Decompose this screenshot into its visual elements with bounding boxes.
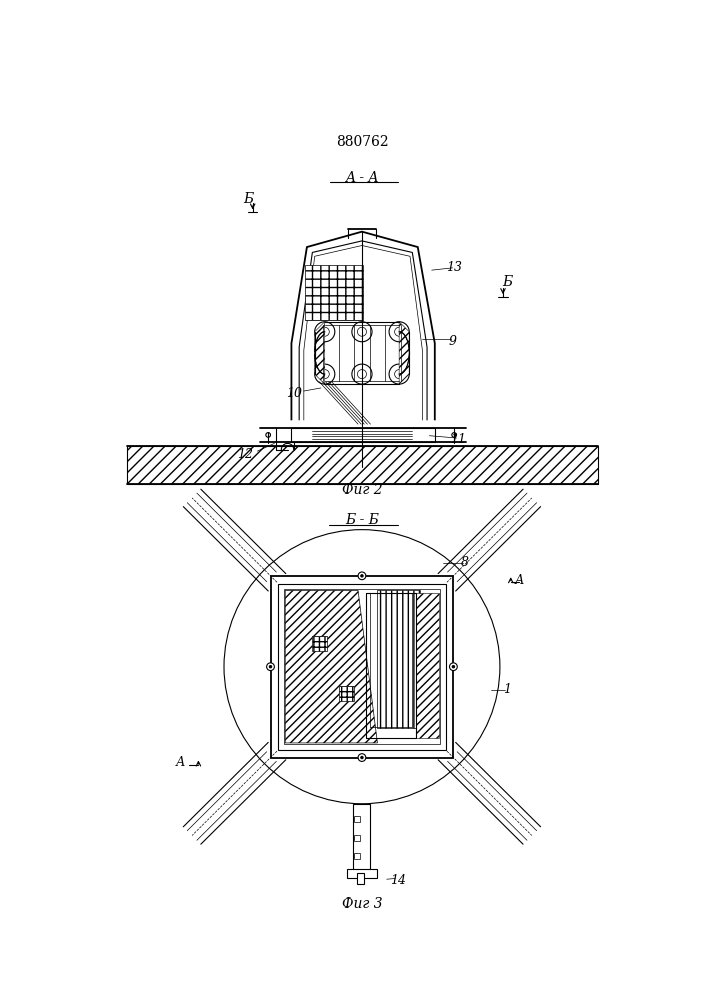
Text: 11: 11 bbox=[450, 433, 466, 446]
Circle shape bbox=[354, 817, 359, 821]
Bar bbox=[354, 816, 360, 822]
Text: Б - Б: Б - Б bbox=[345, 513, 379, 527]
Bar bbox=[312, 636, 327, 651]
Bar bbox=[354, 853, 360, 859]
Circle shape bbox=[269, 666, 271, 668]
Circle shape bbox=[320, 370, 329, 379]
Text: А: А bbox=[515, 574, 524, 587]
Text: 9: 9 bbox=[449, 335, 457, 348]
Bar bbox=[271, 576, 453, 758]
Circle shape bbox=[352, 322, 372, 342]
Text: 1: 1 bbox=[503, 683, 511, 696]
Text: Б: Б bbox=[502, 275, 512, 289]
Circle shape bbox=[354, 836, 359, 841]
Text: 10: 10 bbox=[286, 387, 302, 400]
Polygon shape bbox=[399, 322, 409, 384]
Polygon shape bbox=[378, 590, 420, 728]
Bar bbox=[356, 873, 364, 884]
Bar bbox=[279, 584, 445, 750]
Circle shape bbox=[352, 364, 372, 384]
Bar bbox=[416, 593, 438, 738]
Text: 880762: 880762 bbox=[336, 135, 388, 149]
Circle shape bbox=[224, 530, 500, 804]
Polygon shape bbox=[285, 590, 378, 743]
Bar bbox=[339, 686, 354, 701]
Bar bbox=[347, 869, 377, 878]
Circle shape bbox=[358, 572, 366, 580]
Polygon shape bbox=[315, 322, 325, 384]
Circle shape bbox=[320, 327, 329, 336]
Text: Фиг 3: Фиг 3 bbox=[341, 897, 382, 911]
Circle shape bbox=[452, 666, 455, 668]
Text: 13: 13 bbox=[446, 261, 462, 274]
Text: 14: 14 bbox=[390, 874, 407, 887]
Circle shape bbox=[266, 433, 271, 437]
Circle shape bbox=[389, 364, 409, 384]
Bar bbox=[354, 835, 360, 841]
Circle shape bbox=[354, 854, 359, 858]
Circle shape bbox=[267, 663, 274, 671]
Circle shape bbox=[315, 322, 335, 342]
Circle shape bbox=[450, 663, 457, 671]
Polygon shape bbox=[127, 446, 597, 484]
Circle shape bbox=[395, 370, 404, 379]
Circle shape bbox=[395, 327, 404, 336]
Circle shape bbox=[315, 364, 335, 384]
Polygon shape bbox=[305, 265, 363, 320]
Circle shape bbox=[452, 433, 457, 437]
Circle shape bbox=[361, 756, 363, 759]
Circle shape bbox=[358, 327, 366, 336]
Circle shape bbox=[358, 754, 366, 761]
Circle shape bbox=[358, 370, 366, 379]
Text: А: А bbox=[176, 756, 185, 769]
Bar bbox=[354, 804, 370, 877]
Text: A - A: A - A bbox=[345, 171, 379, 185]
Text: 12: 12 bbox=[237, 448, 253, 461]
Circle shape bbox=[361, 575, 363, 577]
Text: Б: Б bbox=[243, 192, 253, 206]
Text: Фиг 2: Фиг 2 bbox=[341, 483, 382, 497]
Circle shape bbox=[389, 322, 409, 342]
Text: 8: 8 bbox=[461, 556, 469, 569]
Bar bbox=[291, 428, 435, 442]
Bar bbox=[284, 589, 440, 744]
